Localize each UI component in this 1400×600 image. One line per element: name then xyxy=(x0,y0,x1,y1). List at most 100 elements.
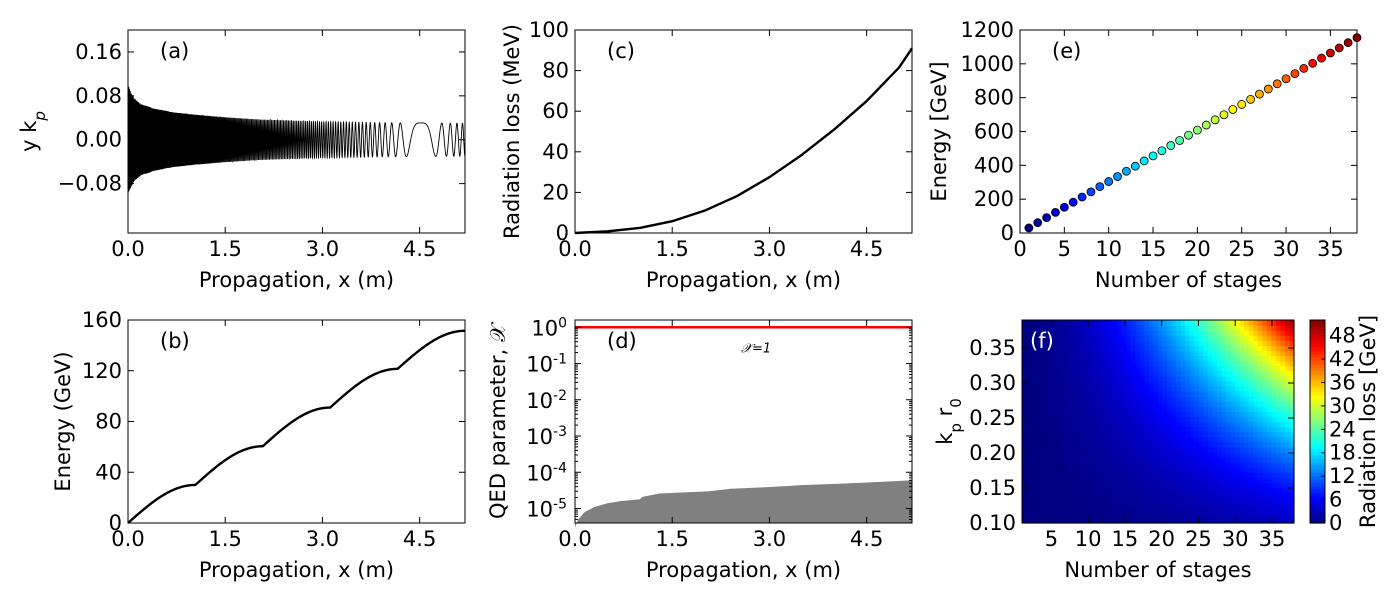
heatmap-cell xyxy=(1049,365,1055,372)
heatmap-cell xyxy=(1117,451,1123,458)
heatmap-cell xyxy=(1235,421,1241,428)
heatmap-cell xyxy=(1044,325,1050,331)
heatmap-cell xyxy=(1148,330,1155,336)
heatmap-cell xyxy=(1266,416,1272,423)
heatmap-cell xyxy=(1085,436,1091,443)
heatmap-cell xyxy=(1053,340,1059,346)
heatmap-cell xyxy=(1130,487,1136,494)
heatmap-cell xyxy=(1022,380,1028,387)
heatmap-cell xyxy=(1198,370,1204,377)
heatmap-cell xyxy=(1099,457,1105,463)
heatmap-cell xyxy=(1139,497,1145,504)
heatmap-cell xyxy=(1207,340,1213,346)
heatmap-cell xyxy=(1026,492,1032,499)
heatmap-cell xyxy=(1275,335,1281,341)
heatmap-cell xyxy=(1284,446,1291,453)
heatmap-cell xyxy=(1035,426,1041,433)
heatmap-cell xyxy=(1099,512,1105,519)
heatmap-cell xyxy=(1194,370,1200,377)
heatmap-cell xyxy=(1108,340,1114,346)
heatmap-cell xyxy=(1221,467,1227,473)
heatmap-cell xyxy=(1148,431,1155,438)
x-tick-label: 0.0 xyxy=(111,237,144,261)
heatmap-cell xyxy=(1053,360,1059,367)
heatmap-cell xyxy=(1244,517,1250,524)
heatmap-cell xyxy=(1049,391,1055,397)
plot-frame-d xyxy=(574,319,913,524)
heatmap-cell xyxy=(1080,370,1087,377)
heatmap-cell xyxy=(1235,446,1241,453)
heatmap-cell xyxy=(1253,507,1259,514)
heatmap-cell xyxy=(1071,396,1077,402)
y-tick-label: 40 xyxy=(542,140,569,164)
heatmap-cell xyxy=(1058,451,1064,458)
heatmap-cell xyxy=(1099,350,1105,357)
heatmap-cell xyxy=(1071,411,1077,418)
heatmap-cell xyxy=(1053,467,1059,473)
heatmap-cell xyxy=(1284,441,1291,448)
heatmap-cell xyxy=(1221,457,1227,463)
heatmap-cell xyxy=(1121,335,1127,341)
heatmap-cell xyxy=(1289,416,1295,423)
heatmap-cell xyxy=(1198,345,1204,352)
heatmap-cell xyxy=(1108,497,1114,504)
heatmap-cell xyxy=(1226,462,1232,468)
heatmap-cell xyxy=(1085,467,1091,473)
heatmap-cell xyxy=(1266,477,1272,483)
heatmap-cell xyxy=(1189,502,1195,509)
heatmap-cell xyxy=(1275,472,1281,478)
heatmap-cell xyxy=(1103,325,1109,331)
heatmap-cell xyxy=(1094,436,1100,443)
heatmap-cell xyxy=(1235,482,1241,489)
heatmap-cell xyxy=(1171,325,1177,331)
heatmap-cell xyxy=(1103,451,1109,458)
heatmap-cell xyxy=(1171,492,1177,499)
heatmap-cell xyxy=(1275,512,1281,519)
heatmap-cell xyxy=(1099,380,1105,387)
heatmap-cell xyxy=(1271,492,1277,499)
heatmap-cell xyxy=(1044,320,1050,326)
heatmap-cell xyxy=(1126,330,1132,336)
heatmap-cell xyxy=(1216,380,1223,387)
heatmap-cell xyxy=(1031,502,1037,509)
heatmap-cell xyxy=(1185,497,1191,504)
heatmap-cell xyxy=(1071,467,1077,473)
heatmap-cell xyxy=(1248,426,1254,433)
heatmap-cell xyxy=(1026,507,1032,514)
heatmap-cell xyxy=(1148,426,1155,433)
heatmap-cell xyxy=(1049,507,1055,514)
heatmap-cell xyxy=(1117,457,1123,463)
heatmap-cell xyxy=(1257,335,1263,341)
heatmap-cell xyxy=(1044,365,1050,372)
colorbar-segment xyxy=(1310,519,1325,524)
heatmap-cell xyxy=(1262,370,1268,377)
heatmap-cell xyxy=(1076,451,1082,458)
heatmap-cell xyxy=(1067,406,1073,412)
heatmap-cell xyxy=(1135,335,1141,341)
heatmap-cell xyxy=(1144,350,1150,357)
heatmap-cell xyxy=(1067,345,1073,352)
heatmap-cell xyxy=(1139,472,1145,478)
heatmap-cell xyxy=(1026,340,1032,346)
heatmap-cell xyxy=(1126,416,1132,423)
heatmap-cell xyxy=(1171,487,1177,494)
heatmap-cell xyxy=(1198,406,1204,412)
heatmap-cell xyxy=(1144,335,1150,341)
heatmap-cell xyxy=(1040,416,1046,423)
heatmap-cell xyxy=(1026,502,1032,509)
heatmap-cell xyxy=(1035,421,1041,428)
heatmap-cell xyxy=(1257,411,1263,418)
heatmap-cell xyxy=(1257,325,1263,331)
heatmap-cell xyxy=(1053,502,1059,509)
heatmap-cell xyxy=(1171,406,1177,412)
heatmap-cell xyxy=(1139,370,1145,377)
heatmap-cell xyxy=(1216,457,1223,463)
heatmap-cell xyxy=(1158,365,1164,372)
heatmap-cell xyxy=(1162,441,1168,448)
heatmap-cell xyxy=(1121,385,1127,392)
heatmap-cell xyxy=(1280,517,1286,524)
heatmap-cell xyxy=(1040,355,1046,362)
heatmap-cell xyxy=(1158,330,1164,336)
heatmap-cell xyxy=(1176,350,1182,357)
heatmap-cell xyxy=(1044,497,1050,504)
